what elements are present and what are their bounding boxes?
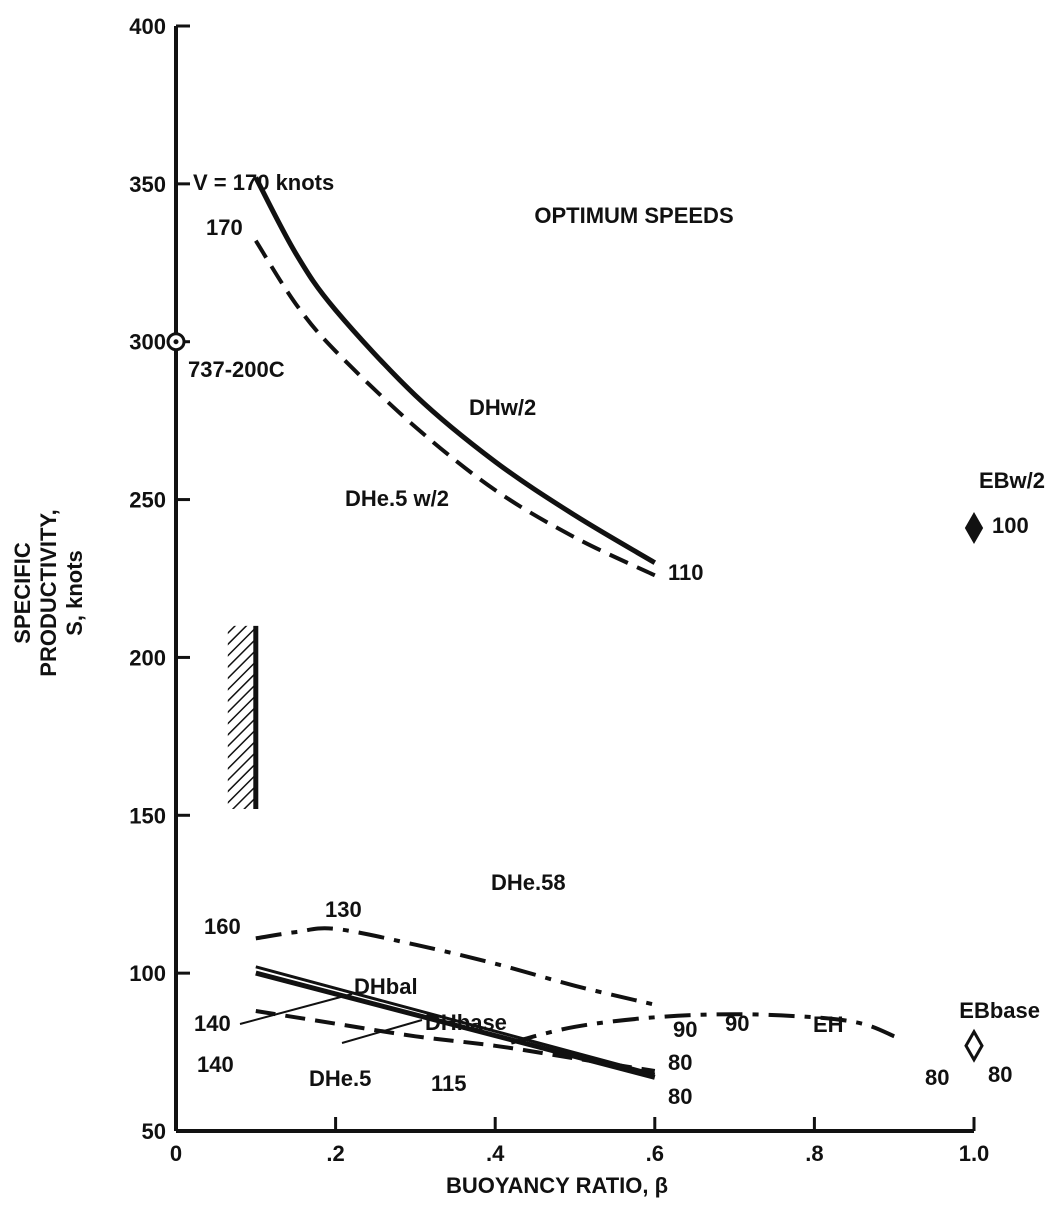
x-tick-label: .8 xyxy=(805,1141,823,1166)
point-ebw2-marker xyxy=(964,511,984,545)
series-dhbal-line xyxy=(255,965,656,1076)
y-tick-label: 350 xyxy=(129,172,166,197)
speed-label-dhbal-start: 140 xyxy=(194,1011,231,1036)
point-737-label: 737-200C xyxy=(188,357,285,382)
series-dhe58-line xyxy=(255,926,656,1007)
series-dhe5-line xyxy=(255,1009,656,1073)
x-axis-title: BUOYANCY RATIO, β xyxy=(446,1173,668,1198)
series-dhe58-label: DHe.58 xyxy=(491,870,566,895)
y-tick-label: 300 xyxy=(129,330,166,355)
series-eh-line xyxy=(510,1012,895,1045)
speed-label-dhbal-end: 80 xyxy=(668,1050,692,1075)
y-tick-label: 100 xyxy=(129,961,166,986)
speed-label-dhe5w2-start: 170 xyxy=(206,215,243,240)
series-dhe5w2-line xyxy=(254,239,656,578)
point-ebbase-label: EBbase xyxy=(959,998,1040,1023)
y-tick-label: 150 xyxy=(129,803,166,828)
speed-label-dhe58-start: 160 xyxy=(204,914,241,939)
y-axis-title: SPECIFIC PRODUCTIVITY, S, knots xyxy=(10,509,87,676)
speed-label-dhe58-peak: 130 xyxy=(325,897,362,922)
speed-label-dhw2-start: V = 170 knots xyxy=(193,170,334,195)
x-tick-label: 1.0 xyxy=(959,1141,990,1166)
x-tick-label: 0 xyxy=(170,1141,182,1166)
series-dhe5w2-label: DHe.5 w/2 xyxy=(345,486,449,511)
point-ebw2-label: EBw/2 xyxy=(979,468,1045,493)
point-ebw2-speed: 100 xyxy=(992,513,1029,538)
dhbase-leader xyxy=(341,1019,423,1044)
y-axis-title-line-2: PRODUCTIVITY, xyxy=(36,509,61,676)
y-axis-title-line-3: S, knots xyxy=(62,550,87,636)
y-tick-label: 400 xyxy=(129,14,166,39)
series-dhe5-label: DHe.5 xyxy=(309,1066,371,1091)
x-ticks: 0 .2 .4 .6 .8 1.0 xyxy=(170,1117,989,1166)
chart-title: OPTIMUM SPEEDS xyxy=(534,203,733,228)
series-dhbal-label: DHbal xyxy=(354,974,418,999)
series-eh-label: EH xyxy=(813,1012,844,1037)
series-dhw2-label: DHw/2 xyxy=(469,395,536,420)
point-ebbase-marker xyxy=(964,1028,984,1063)
x-tick-label: .6 xyxy=(646,1141,664,1166)
speed-label-dhbase-end: 80 xyxy=(668,1084,692,1109)
speed-label-dhe58-end: 90 xyxy=(673,1017,697,1042)
y-tick-label: 250 xyxy=(129,488,166,513)
hatched-band xyxy=(227,625,256,809)
y-ticks: 50 100 150 200 250 300 350 400 xyxy=(129,14,190,1144)
dhbal-leader xyxy=(239,993,353,1025)
x-tick-label: .2 xyxy=(326,1141,344,1166)
speed-label-dhe5-start: 140 xyxy=(197,1052,234,1077)
series-dhbase-label: DHbase xyxy=(425,1010,507,1035)
speed-label-eh-end: 80 xyxy=(925,1065,949,1090)
speed-label-eh-start: 115 xyxy=(431,1071,467,1096)
speed-label-eh-peak: 90 xyxy=(725,1011,749,1036)
x-tick-label: .4 xyxy=(486,1141,505,1166)
y-axis-title-line-1: SPECIFIC xyxy=(10,542,35,644)
point-ebbase-speed: 80 xyxy=(988,1062,1012,1087)
y-tick-label: 200 xyxy=(129,645,166,670)
series-dhw2-line xyxy=(253,176,657,565)
point-737-center-dot xyxy=(173,339,179,345)
speed-label-dhw2-end: 110 xyxy=(668,560,704,585)
y-tick-label: 50 xyxy=(142,1119,166,1144)
